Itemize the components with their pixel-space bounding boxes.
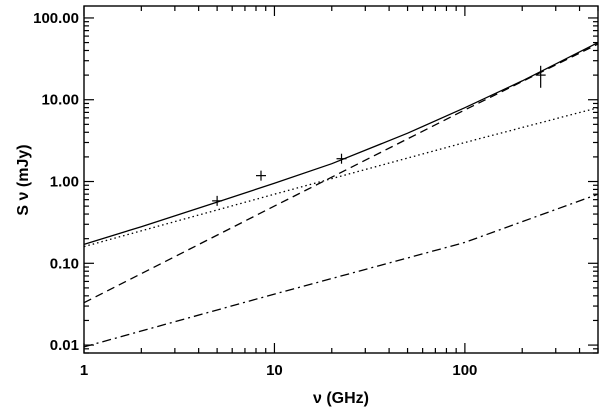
x-axis-label: ν (GHz) — [313, 390, 369, 407]
y-tick-label: 0.01 — [50, 337, 79, 354]
data-points — [212, 65, 546, 206]
y-tick-label: 10.00 — [41, 92, 79, 109]
dashed-curve — [83, 43, 599, 304]
model-curves — [83, 42, 599, 348]
data-point — [212, 195, 223, 206]
axis-ticks: 1 10 100 0.01 0.10 1.00 10.00 100.00 — [33, 6, 599, 379]
data-point — [256, 170, 267, 181]
plot-frame — [83, 5, 599, 354]
dash-dot-curve — [83, 193, 599, 348]
data-point — [535, 65, 546, 88]
y-tick-label: 0.10 — [50, 255, 79, 272]
y-tick-label: 100.00 — [33, 10, 79, 27]
y-axis-label: S ν (mJy) — [15, 144, 32, 215]
data-point — [336, 153, 347, 164]
x-tick-label: 10 — [266, 362, 283, 379]
solid-curve — [83, 42, 599, 246]
y-tick-label: 1.00 — [50, 174, 79, 191]
x-tick-label: 100 — [452, 362, 477, 379]
dotted-curve — [83, 107, 599, 248]
x-tick-label: 1 — [80, 362, 88, 379]
